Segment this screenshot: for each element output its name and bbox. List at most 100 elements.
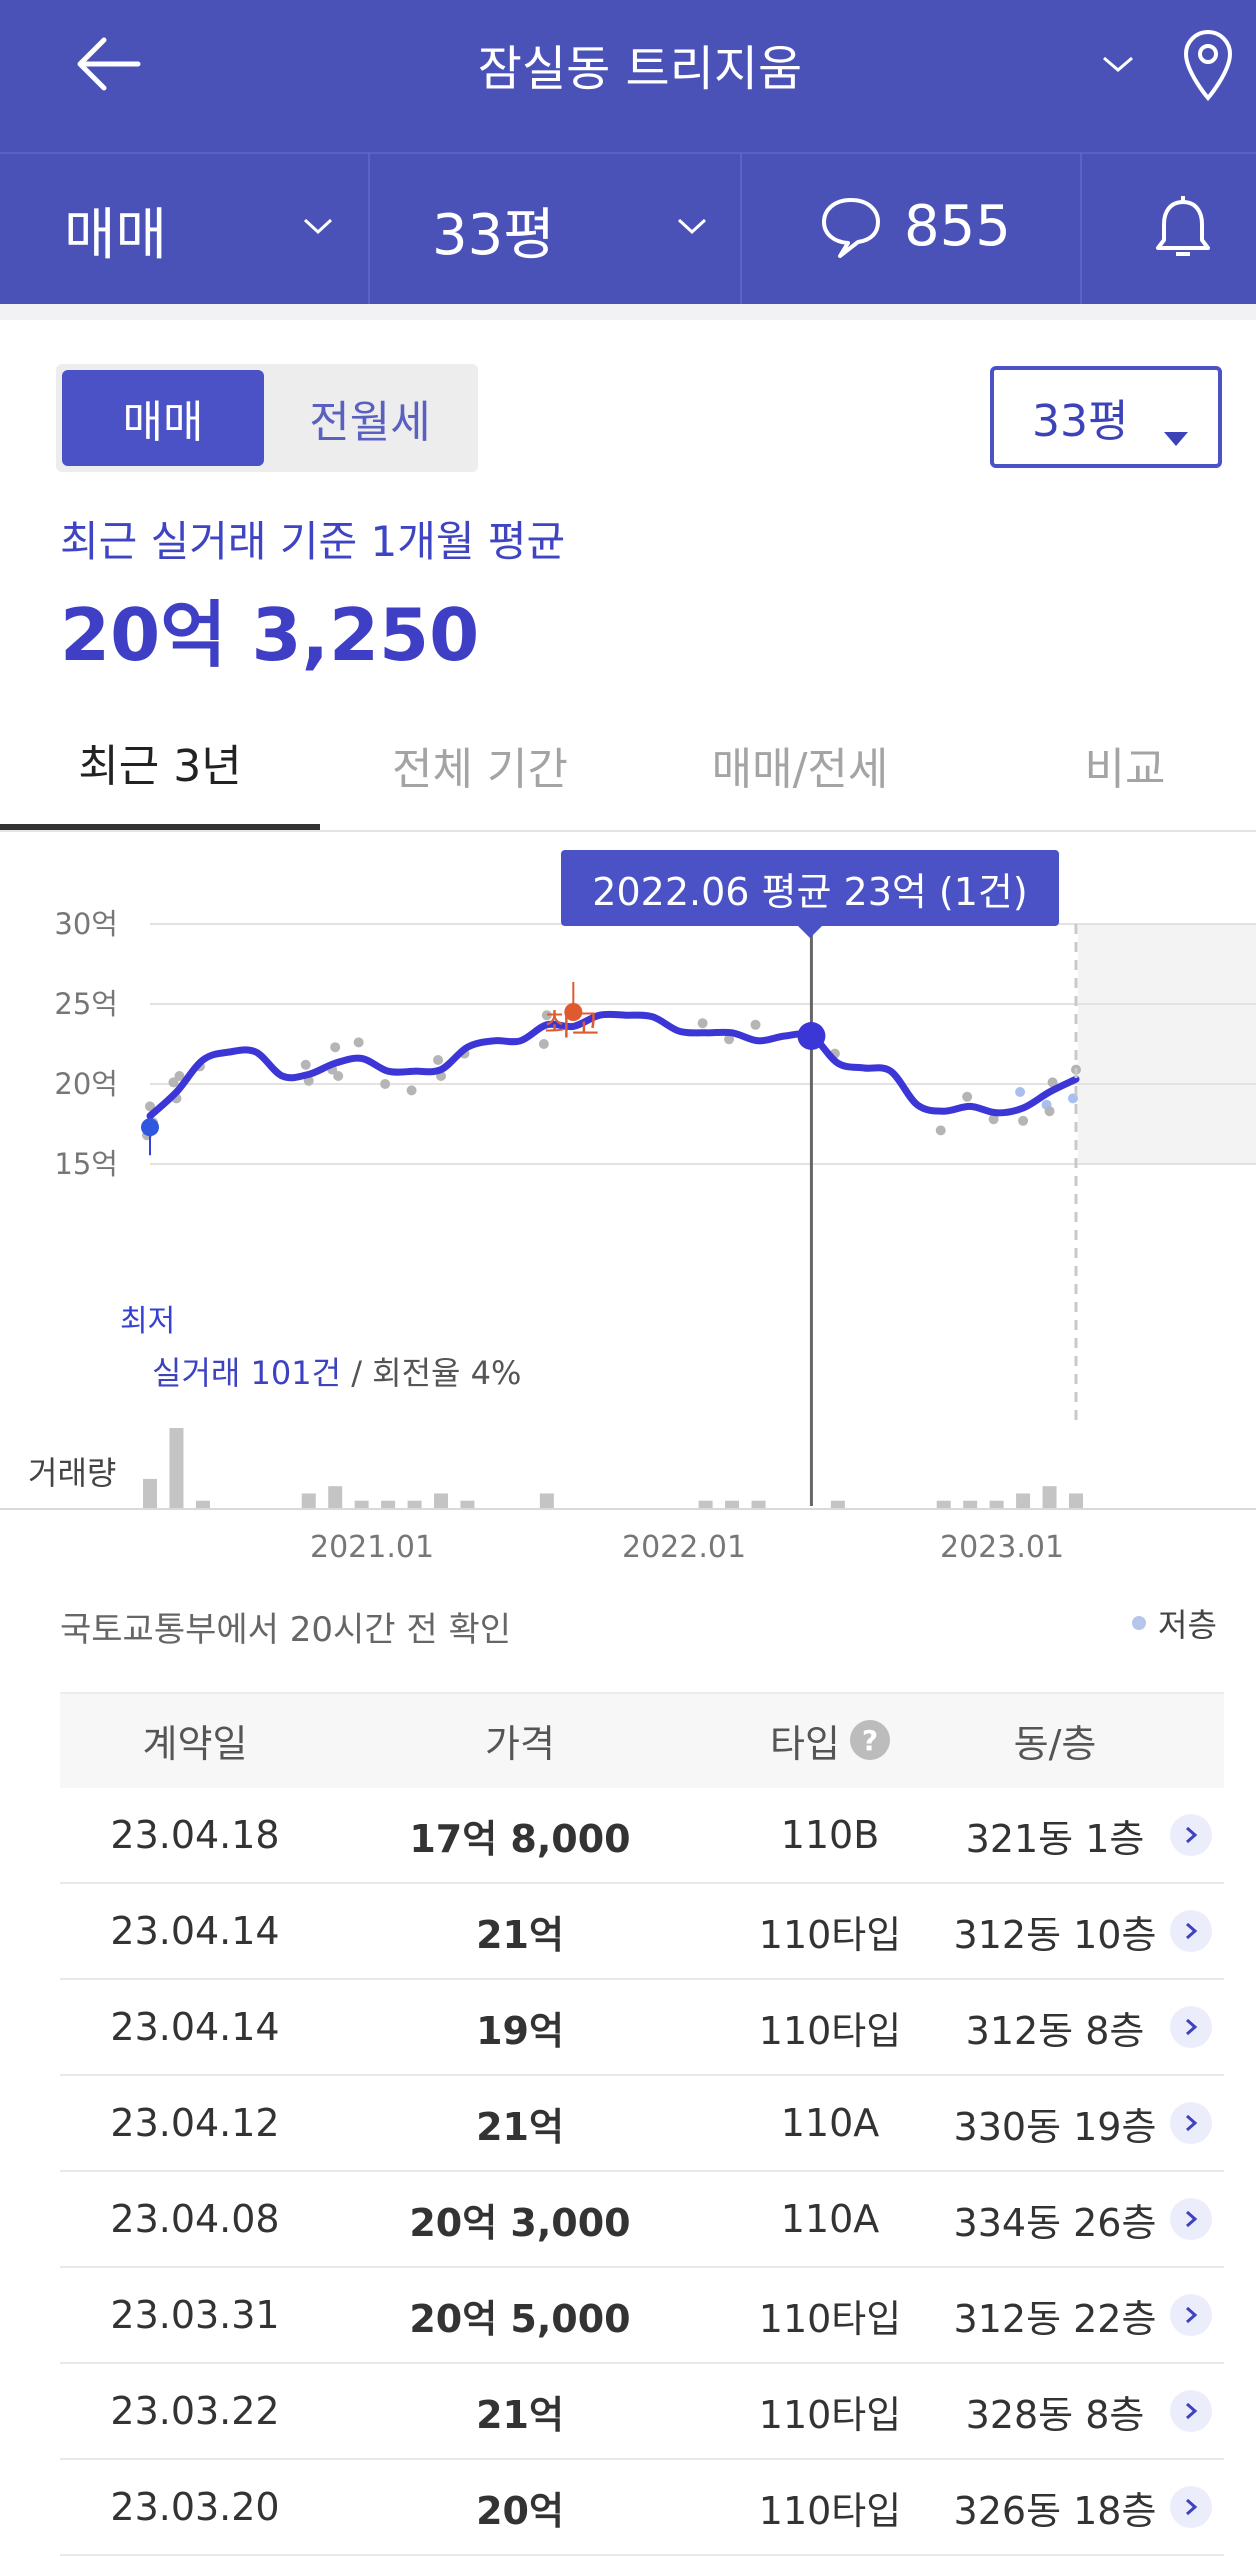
col-header-price: 가격 xyxy=(485,1721,555,1766)
trade-dot xyxy=(1047,1077,1058,1088)
chevron-right-icon[interactable] xyxy=(1170,2198,1212,2240)
row-divider xyxy=(60,2074,1224,2076)
page-title[interactable]: 잠실동 트리지움 xyxy=(477,41,803,97)
tab-compare[interactable]: 비교 xyxy=(1084,744,1166,795)
y-tick-label: 25억 xyxy=(54,987,118,1021)
trade-dot xyxy=(1018,1115,1029,1126)
chevron-right-icon[interactable] xyxy=(1170,1910,1212,1952)
size-select[interactable]: 33평 xyxy=(432,203,555,268)
chevron-down-icon[interactable] xyxy=(1100,52,1136,76)
chevron-right-icon[interactable] xyxy=(1170,2102,1212,2144)
trade-type-select[interactable]: 매매 xyxy=(64,203,168,268)
row-building-floor: 334동 26층 xyxy=(953,2200,1157,2245)
volume-bar xyxy=(963,1500,978,1508)
high-marker xyxy=(564,1003,583,1021)
toggle-sale[interactable]: 매매 xyxy=(62,370,264,466)
col-header-building-floor: 동/층 xyxy=(1013,1721,1097,1766)
col-header-type-label: 타입 xyxy=(770,1721,840,1766)
trade-dot xyxy=(1044,1106,1055,1117)
trade-dot xyxy=(380,1079,391,1089)
row-date: 23.03.22 xyxy=(110,2389,280,2433)
volume-bar xyxy=(989,1500,1004,1508)
caret-down-icon xyxy=(1162,408,1190,459)
row-price: 17억 8,000 xyxy=(409,1816,631,1861)
tab-recent-3y[interactable]: 최근 3년 xyxy=(0,700,320,830)
volume-bar xyxy=(936,1500,951,1508)
turnover-rate: / 회전율 4% xyxy=(351,1354,522,1392)
bell-icon[interactable] xyxy=(1150,194,1216,268)
chevron-right-icon[interactable] xyxy=(1170,2294,1212,2336)
chevron-right-icon[interactable] xyxy=(1170,2390,1212,2432)
volume-bar xyxy=(407,1500,422,1508)
source-note: 국토교통부에서 20시간 전 확인 xyxy=(60,1610,512,1650)
trade-dot xyxy=(697,1018,708,1029)
divider xyxy=(1080,152,1082,304)
volume-bar xyxy=(539,1493,554,1508)
size-dropdown[interactable]: 33평 xyxy=(990,366,1222,468)
row-divider xyxy=(60,1978,1224,1980)
row-divider xyxy=(60,2458,1224,2460)
row-date: 23.04.14 xyxy=(110,1909,280,1953)
trade-dot xyxy=(145,1101,155,1112)
filter-bar: 매매 33평 855 xyxy=(0,152,1256,304)
trade-dot xyxy=(724,1034,735,1045)
back-arrow-icon[interactable] xyxy=(70,32,146,96)
tab-all-period[interactable]: 전체 기간 xyxy=(392,744,568,795)
row-date: 23.04.08 xyxy=(110,2197,280,2241)
row-date: 23.04.14 xyxy=(110,2005,280,2049)
chevron-down-icon[interactable] xyxy=(676,216,708,242)
x-tick-label: 2022.01 xyxy=(622,1530,747,1565)
price-line xyxy=(146,1010,1080,1120)
high-label: 최고 xyxy=(544,1008,600,1043)
row-price: 21억 xyxy=(476,2392,564,2437)
volume-bar xyxy=(751,1500,766,1508)
price-chart[interactable]: 30억 25억 20억 15억 xyxy=(0,832,1256,1522)
volume-bar xyxy=(169,1428,184,1508)
chevron-right-icon[interactable] xyxy=(1170,1814,1212,1856)
row-building-floor: 321동 1층 xyxy=(965,1816,1145,1861)
row-type: 110A xyxy=(780,2197,880,2241)
row-price: 20억 5,000 xyxy=(409,2296,631,2341)
volume-bar xyxy=(328,1486,343,1508)
trade-dot xyxy=(406,1085,417,1096)
chevron-right-icon[interactable] xyxy=(1170,2486,1212,2528)
legend-low-floor: 저층 xyxy=(1132,1600,1217,1646)
table-header xyxy=(60,1692,1224,1788)
low-marker xyxy=(141,1118,159,1137)
size-dropdown-label: 33평 xyxy=(1032,396,1129,447)
toggle-rent[interactable]: 전월세 xyxy=(309,397,431,448)
row-building-floor: 312동 22층 xyxy=(953,2296,1157,2341)
row-date: 23.03.20 xyxy=(110,2485,280,2529)
row-type: 110타입 xyxy=(758,1912,902,1957)
future-shade xyxy=(1078,924,1256,1164)
row-divider xyxy=(60,2266,1224,2268)
row-building-floor: 312동 10층 xyxy=(953,1912,1157,1957)
comment-icon[interactable] xyxy=(818,194,884,264)
col-header-date: 계약일 xyxy=(142,1721,248,1766)
app-header: 잠실동 트리지움 xyxy=(0,0,1256,152)
row-type: 110B xyxy=(780,1813,880,1857)
help-icon[interactable]: ? xyxy=(849,1720,890,1760)
trade-dot xyxy=(988,1114,999,1125)
volume-bar xyxy=(1042,1486,1057,1508)
row-building-floor: 326동 18층 xyxy=(953,2488,1157,2533)
tab-sale-rent[interactable]: 매매/전세 xyxy=(711,744,889,795)
divider xyxy=(740,152,742,304)
volume-bar xyxy=(1069,1493,1083,1508)
row-type: 110타입 xyxy=(758,2008,902,2053)
chevron-down-icon[interactable] xyxy=(302,216,334,242)
trade-dot xyxy=(538,1039,549,1049)
chevron-right-icon[interactable] xyxy=(1170,2006,1212,2048)
row-price: 21억 xyxy=(476,2104,564,2149)
divider xyxy=(368,152,370,304)
x-tick-label: 2021.01 xyxy=(310,1530,435,1565)
spacer xyxy=(0,304,1256,320)
row-price: 19억 xyxy=(476,2008,564,2053)
row-date: 23.04.12 xyxy=(110,2101,280,2145)
period-tabs: 최근 3년 전체 기간 매매/전세 비교 xyxy=(0,700,1256,832)
price-caption: 최근 실거래 기준 1개월 평균 xyxy=(60,517,566,566)
location-pin-icon[interactable] xyxy=(1180,28,1236,102)
volume-bar xyxy=(1016,1493,1031,1508)
row-type: 110타입 xyxy=(758,2488,902,2533)
comment-count[interactable]: 855 xyxy=(904,194,1011,259)
